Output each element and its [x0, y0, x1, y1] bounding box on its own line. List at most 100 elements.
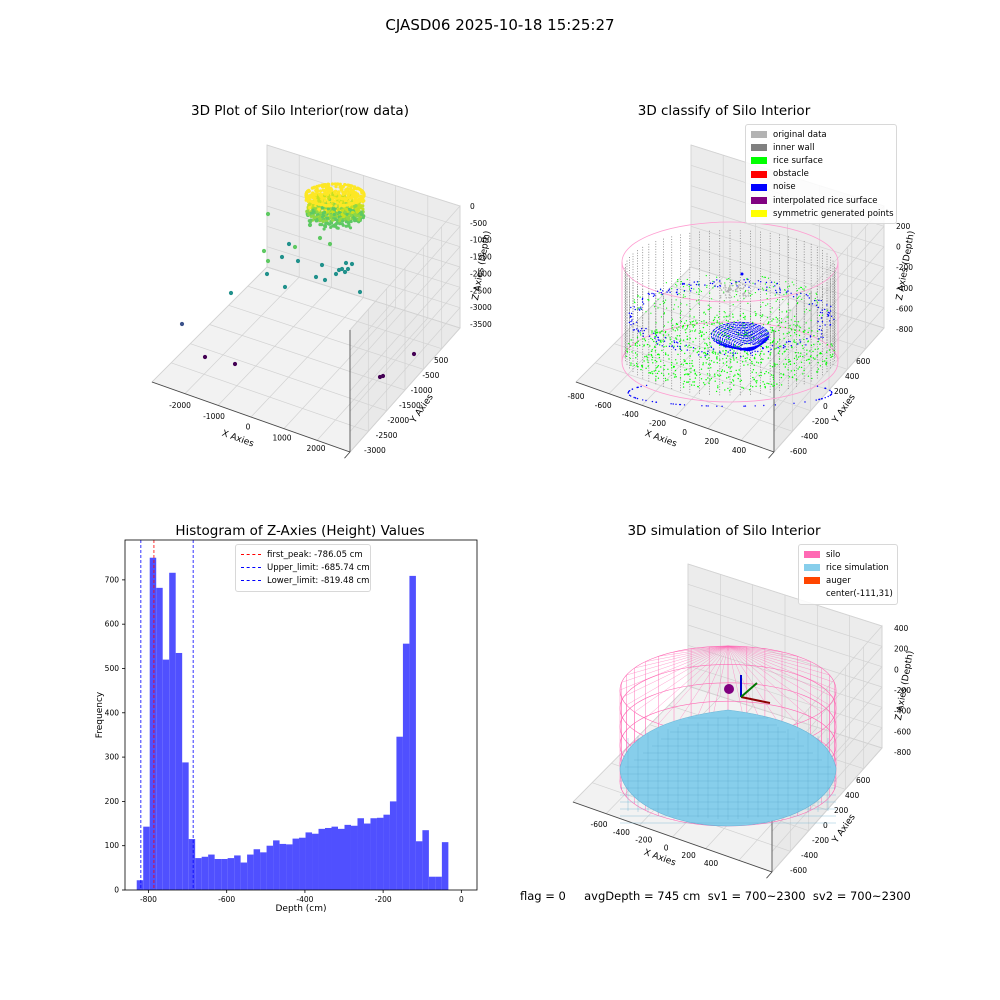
rice-surface-point [744, 318, 746, 320]
rice-surface-point [786, 348, 788, 351]
data-point [326, 204, 330, 208]
rice-surface-point [759, 385, 761, 387]
rice-surface-point [780, 376, 783, 379]
noise-point [658, 339, 660, 341]
rice-surface-point [764, 387, 766, 389]
rice-surface-point [736, 361, 738, 363]
rice-surface-point [797, 352, 799, 354]
data-point [323, 210, 327, 214]
noise-point [657, 336, 659, 339]
rice-surface-point [758, 375, 760, 377]
rice-surface-point [791, 346, 793, 349]
data-point [362, 214, 366, 218]
noise-point [683, 282, 685, 285]
data-point [360, 204, 364, 208]
rice-surface-point [657, 365, 660, 367]
data-point [326, 188, 330, 192]
rice-surface-point [774, 330, 777, 333]
rice-surface-point [789, 360, 792, 362]
axis-tick [768, 451, 775, 459]
noise-point [707, 350, 709, 352]
rice-surface-point [808, 362, 811, 364]
rice-surface-point [672, 329, 674, 331]
rice-surface-point [747, 302, 749, 304]
noise-point [701, 405, 703, 407]
rice-surface-point [750, 385, 752, 387]
data-point [323, 199, 327, 203]
rice-surface-point [648, 372, 650, 374]
original-data-point [723, 287, 725, 289]
rice-surface-point [764, 283, 767, 285]
rice-surface-point [783, 337, 785, 340]
rice-surface-point [711, 351, 713, 353]
tick-label: -2500 [470, 286, 492, 295]
rice-surface-point [788, 327, 790, 329]
data-point [349, 261, 355, 267]
rice-surface-point [705, 354, 708, 356]
rice-surface-point [685, 320, 688, 322]
noise-point [770, 348, 772, 350]
noise-point [817, 306, 819, 309]
rice-surface-point [669, 337, 671, 339]
rice-surface-point [675, 376, 677, 378]
histogram-bar [221, 858, 228, 890]
legend-label: first_peak: -786.05 cm [267, 549, 363, 560]
rice-surface-point [742, 387, 745, 389]
rice-surface-point [656, 329, 658, 331]
rice-surface-point [787, 286, 789, 288]
rice-surface-point [808, 358, 810, 360]
legend-label: inner wall [773, 142, 815, 153]
rice-surface-point [772, 378, 775, 381]
rice-surface-point [655, 367, 657, 369]
rice-surface-point [639, 332, 641, 334]
noise-point [710, 346, 713, 349]
tick-label: -1000 [411, 386, 433, 395]
rice-surface-point [735, 357, 738, 359]
data-point [357, 218, 361, 222]
rice-surface-point [795, 379, 798, 381]
data-point [335, 218, 339, 222]
rice-surface-point [684, 322, 686, 324]
data-point [340, 212, 344, 216]
rice-surface-point [709, 363, 711, 365]
rice-surface-point [706, 358, 708, 361]
noise-point [748, 281, 751, 283]
rice-surface-point [704, 342, 706, 344]
original-data-point [720, 282, 722, 285]
noise-point [820, 336, 822, 338]
rice-surface-point [728, 366, 730, 368]
rice-surface-point [729, 361, 732, 363]
noise-point [824, 397, 826, 399]
noise-point [719, 280, 721, 282]
noise-point [633, 306, 635, 308]
data-point [356, 193, 360, 197]
rice-surface-point [772, 286, 775, 288]
rice-surface-point [700, 356, 702, 358]
rice-surface-point [800, 361, 803, 363]
rice-surface-point [770, 327, 772, 329]
histogram-bar [234, 855, 241, 890]
noise-point [628, 394, 631, 396]
histogram-bar [383, 814, 390, 890]
noise-point [829, 324, 832, 326]
noise-point [761, 347, 764, 349]
histogram-bar [279, 843, 287, 890]
silo-roof-wire [727, 645, 830, 706]
rice-surface-point [818, 314, 821, 317]
noise-point [821, 309, 823, 311]
rice-surface-point [698, 332, 700, 334]
rice-surface-point [737, 319, 739, 321]
noise-point [819, 311, 822, 314]
rice-surface-point [676, 362, 678, 364]
rice-surface-point [693, 381, 696, 383]
rice-surface-point [774, 348, 776, 350]
noise-point [790, 292, 792, 294]
noise-point [796, 294, 798, 296]
rice-surface-point [720, 370, 723, 373]
rice-surface-point [714, 380, 716, 382]
data-point [334, 189, 338, 193]
data-point [330, 182, 335, 186]
rice-surface-point [791, 281, 793, 283]
rice-surface-point [825, 357, 827, 360]
rice-surface-point [816, 293, 818, 295]
